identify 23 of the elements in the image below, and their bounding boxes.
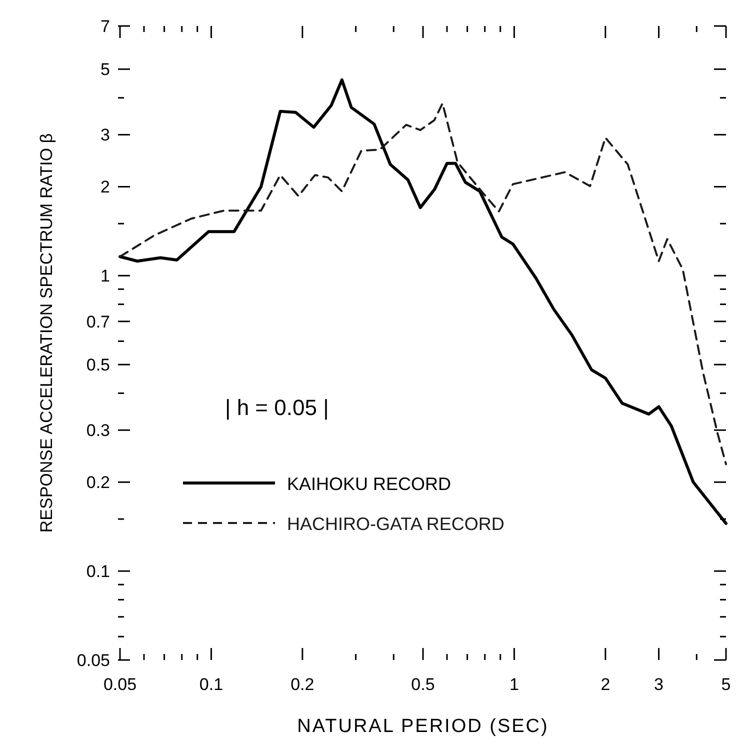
y-tick-label: 0.3 — [86, 421, 110, 440]
y-tick-label: 7 — [100, 17, 110, 36]
text: HACHIRO-GATA RECORD — [287, 514, 504, 534]
x-tick-label: 0.5 — [411, 675, 435, 694]
y-tick-label: 0.7 — [86, 312, 110, 332]
x-axis-title: NATURAL PERIOD (SEC) — [297, 716, 549, 737]
x-tick-label: 0.1 — [199, 675, 224, 694]
y-tick-label: 0.05 — [76, 651, 110, 670]
y-tick-label: 3 — [100, 126, 110, 145]
text: KAIHOKU RECORD — [287, 474, 452, 494]
y-tick-label: 0.2 — [86, 473, 110, 492]
x-tick-label: 1 — [509, 675, 519, 694]
y-tick-label: 0.1 — [86, 562, 110, 582]
y-tick-label: 2 — [100, 178, 110, 197]
x-tick-label: 5 — [721, 675, 731, 694]
x-tick-label: 2 — [600, 675, 610, 694]
x-tick-label: 0.2 — [290, 675, 314, 694]
y-tick-label: 0.5 — [86, 356, 110, 375]
annotation: | h = 0.05 | — [225, 395, 329, 420]
x-tick-label: 3 — [654, 675, 664, 694]
y-tick-label: 1 — [100, 266, 110, 286]
y-axis-title: RESPONSE ACCELERATION SPECTRUM RATIO β — [37, 133, 56, 533]
y-tick-label: 5 — [100, 60, 110, 80]
